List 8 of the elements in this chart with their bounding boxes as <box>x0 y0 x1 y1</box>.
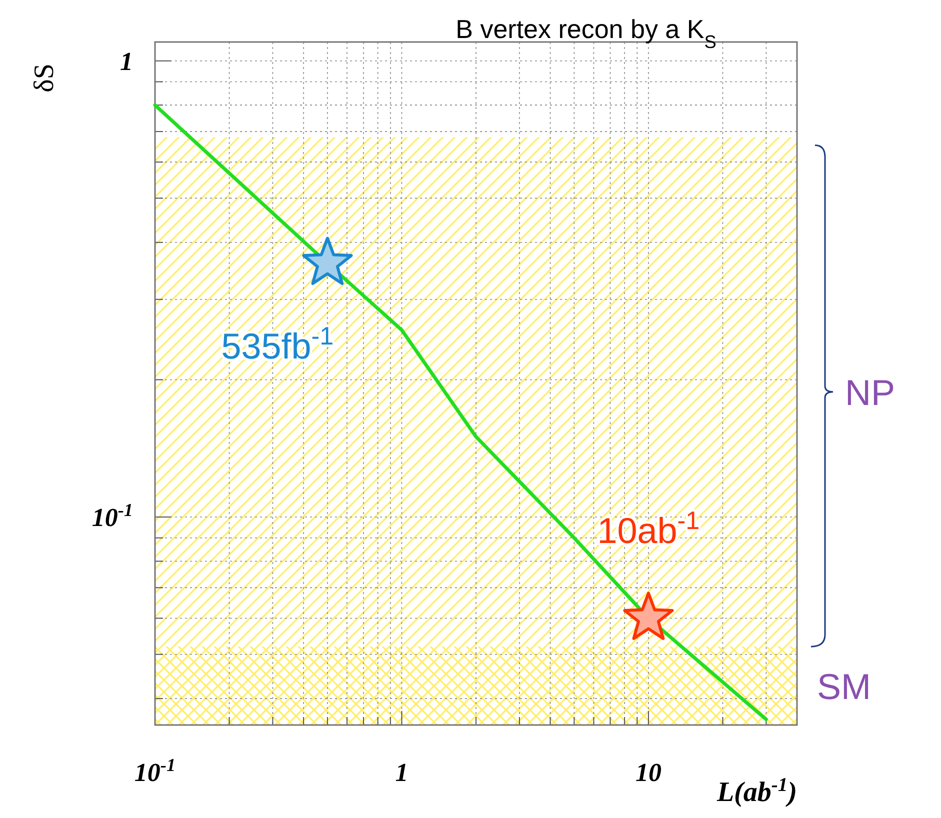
y-axis-title: δS <box>29 64 60 92</box>
band-label: NP <box>845 372 896 413</box>
x-tick-label: 10$^{-1}$ <box>134 755 176 787</box>
x-tick-label: 10 <box>635 758 662 787</box>
x-axis-title: L(ab$^{-1}$) <box>716 774 798 808</box>
band-label: SM <box>817 666 871 707</box>
x-tick-label: 1 <box>395 758 408 787</box>
chart-title: B vertex recon by a K$_{S}$ <box>456 14 716 52</box>
